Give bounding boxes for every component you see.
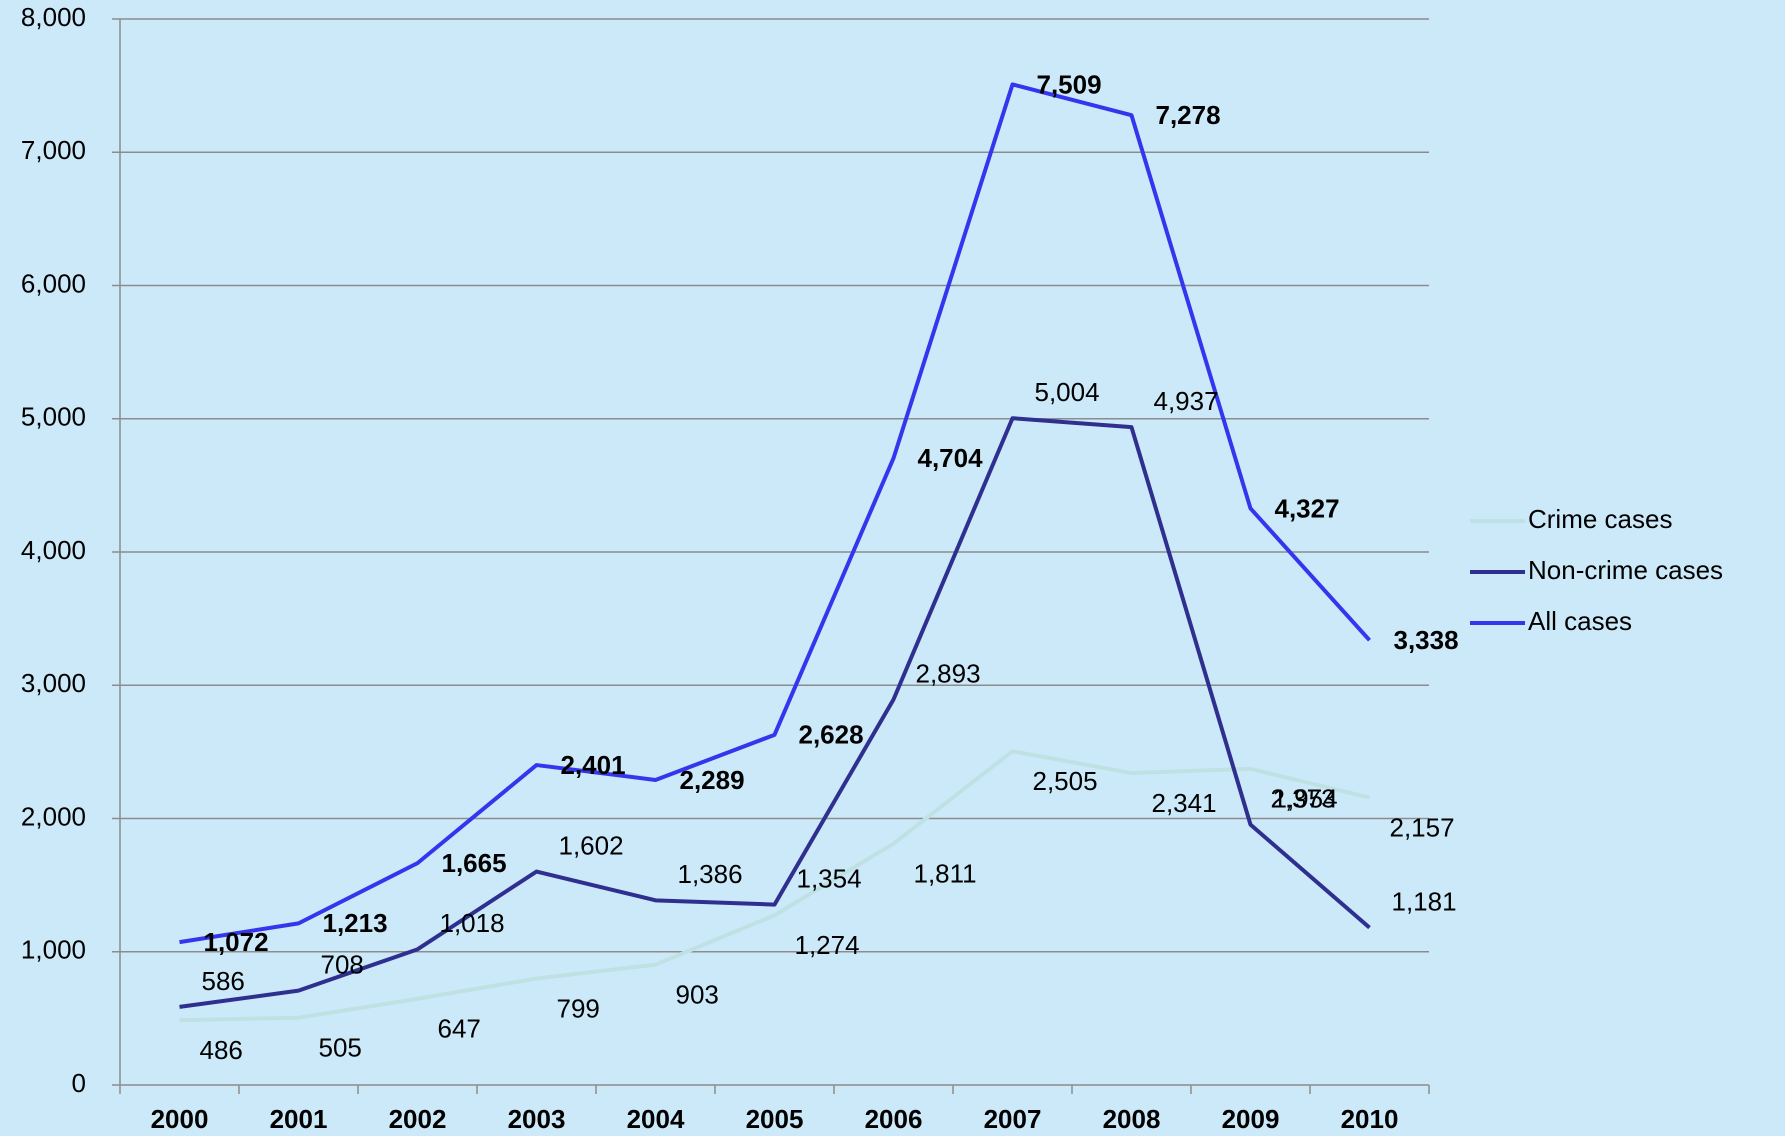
data-label: 1,665 [442,848,507,878]
x-tick-label: 2009 [1222,1104,1280,1134]
x-tick-label: 2002 [389,1104,447,1134]
x-tick-label: 2010 [1341,1104,1399,1134]
y-tick-label: 0 [72,1068,86,1098]
data-label: 2,373 [1271,784,1336,814]
y-tick-label: 7,000 [21,135,86,165]
y-tick-label: 3,000 [21,668,86,698]
data-label: 486 [200,1035,243,1065]
data-label: 1,213 [323,908,388,938]
x-tick-label: 2001 [270,1104,328,1134]
y-tick-label: 2,000 [21,801,86,831]
legend-label: Crime cases [1528,504,1672,534]
data-label: 2,893 [916,658,981,688]
data-label: 4,704 [918,443,984,473]
x-tick-label: 2003 [508,1104,566,1134]
data-label: 2,289 [680,765,745,795]
data-label: 2,157 [1390,812,1455,842]
data-label: 4,937 [1154,386,1219,416]
legend-label: Non-crime cases [1528,555,1723,585]
x-tick-label: 2004 [627,1104,685,1134]
x-tick-label: 2005 [746,1104,804,1134]
data-label: 3,338 [1394,625,1459,655]
data-label: 7,509 [1037,69,1102,99]
data-label: 1,954 [1273,784,1338,814]
data-label: 647 [438,1014,481,1044]
y-tick-label: 4,000 [21,535,86,565]
data-label: 2,401 [561,750,626,780]
data-label: 2,505 [1033,766,1098,796]
data-label: 708 [321,950,364,980]
data-label: 5,004 [1035,377,1100,407]
data-label: 1,386 [678,859,743,889]
data-label: 903 [676,980,719,1010]
x-tick-label: 2007 [984,1104,1042,1134]
series-line [179,416,1371,1009]
data-label: 4,327 [1275,493,1340,523]
x-tick-label: 2006 [865,1104,923,1134]
data-label: 799 [557,993,600,1023]
data-label: 1,181 [1392,887,1457,917]
data-label: 7,278 [1156,100,1221,130]
data-label: 2,628 [799,720,864,750]
y-tick-label: 5,000 [21,402,86,432]
data-label: 586 [202,966,245,996]
data-label: 1,274 [795,930,860,960]
y-tick-label: 8,000 [21,2,86,32]
data-label: 1,354 [797,863,862,893]
data-label: 1,811 [914,859,977,889]
y-tick-label: 1,000 [21,935,86,965]
series-line [179,82,1371,945]
series-line [179,749,1370,1023]
legend-label: All cases [1528,606,1632,636]
data-label: 1,018 [440,908,505,938]
y-tick-label: 6,000 [21,268,86,298]
data-label: 505 [319,1033,362,1063]
data-label: 1,602 [559,830,624,860]
x-tick-label: 2000 [151,1104,209,1134]
data-label: 2,341 [1152,788,1217,818]
x-tick-label: 2008 [1103,1104,1161,1134]
data-label: 1,072 [204,927,269,957]
